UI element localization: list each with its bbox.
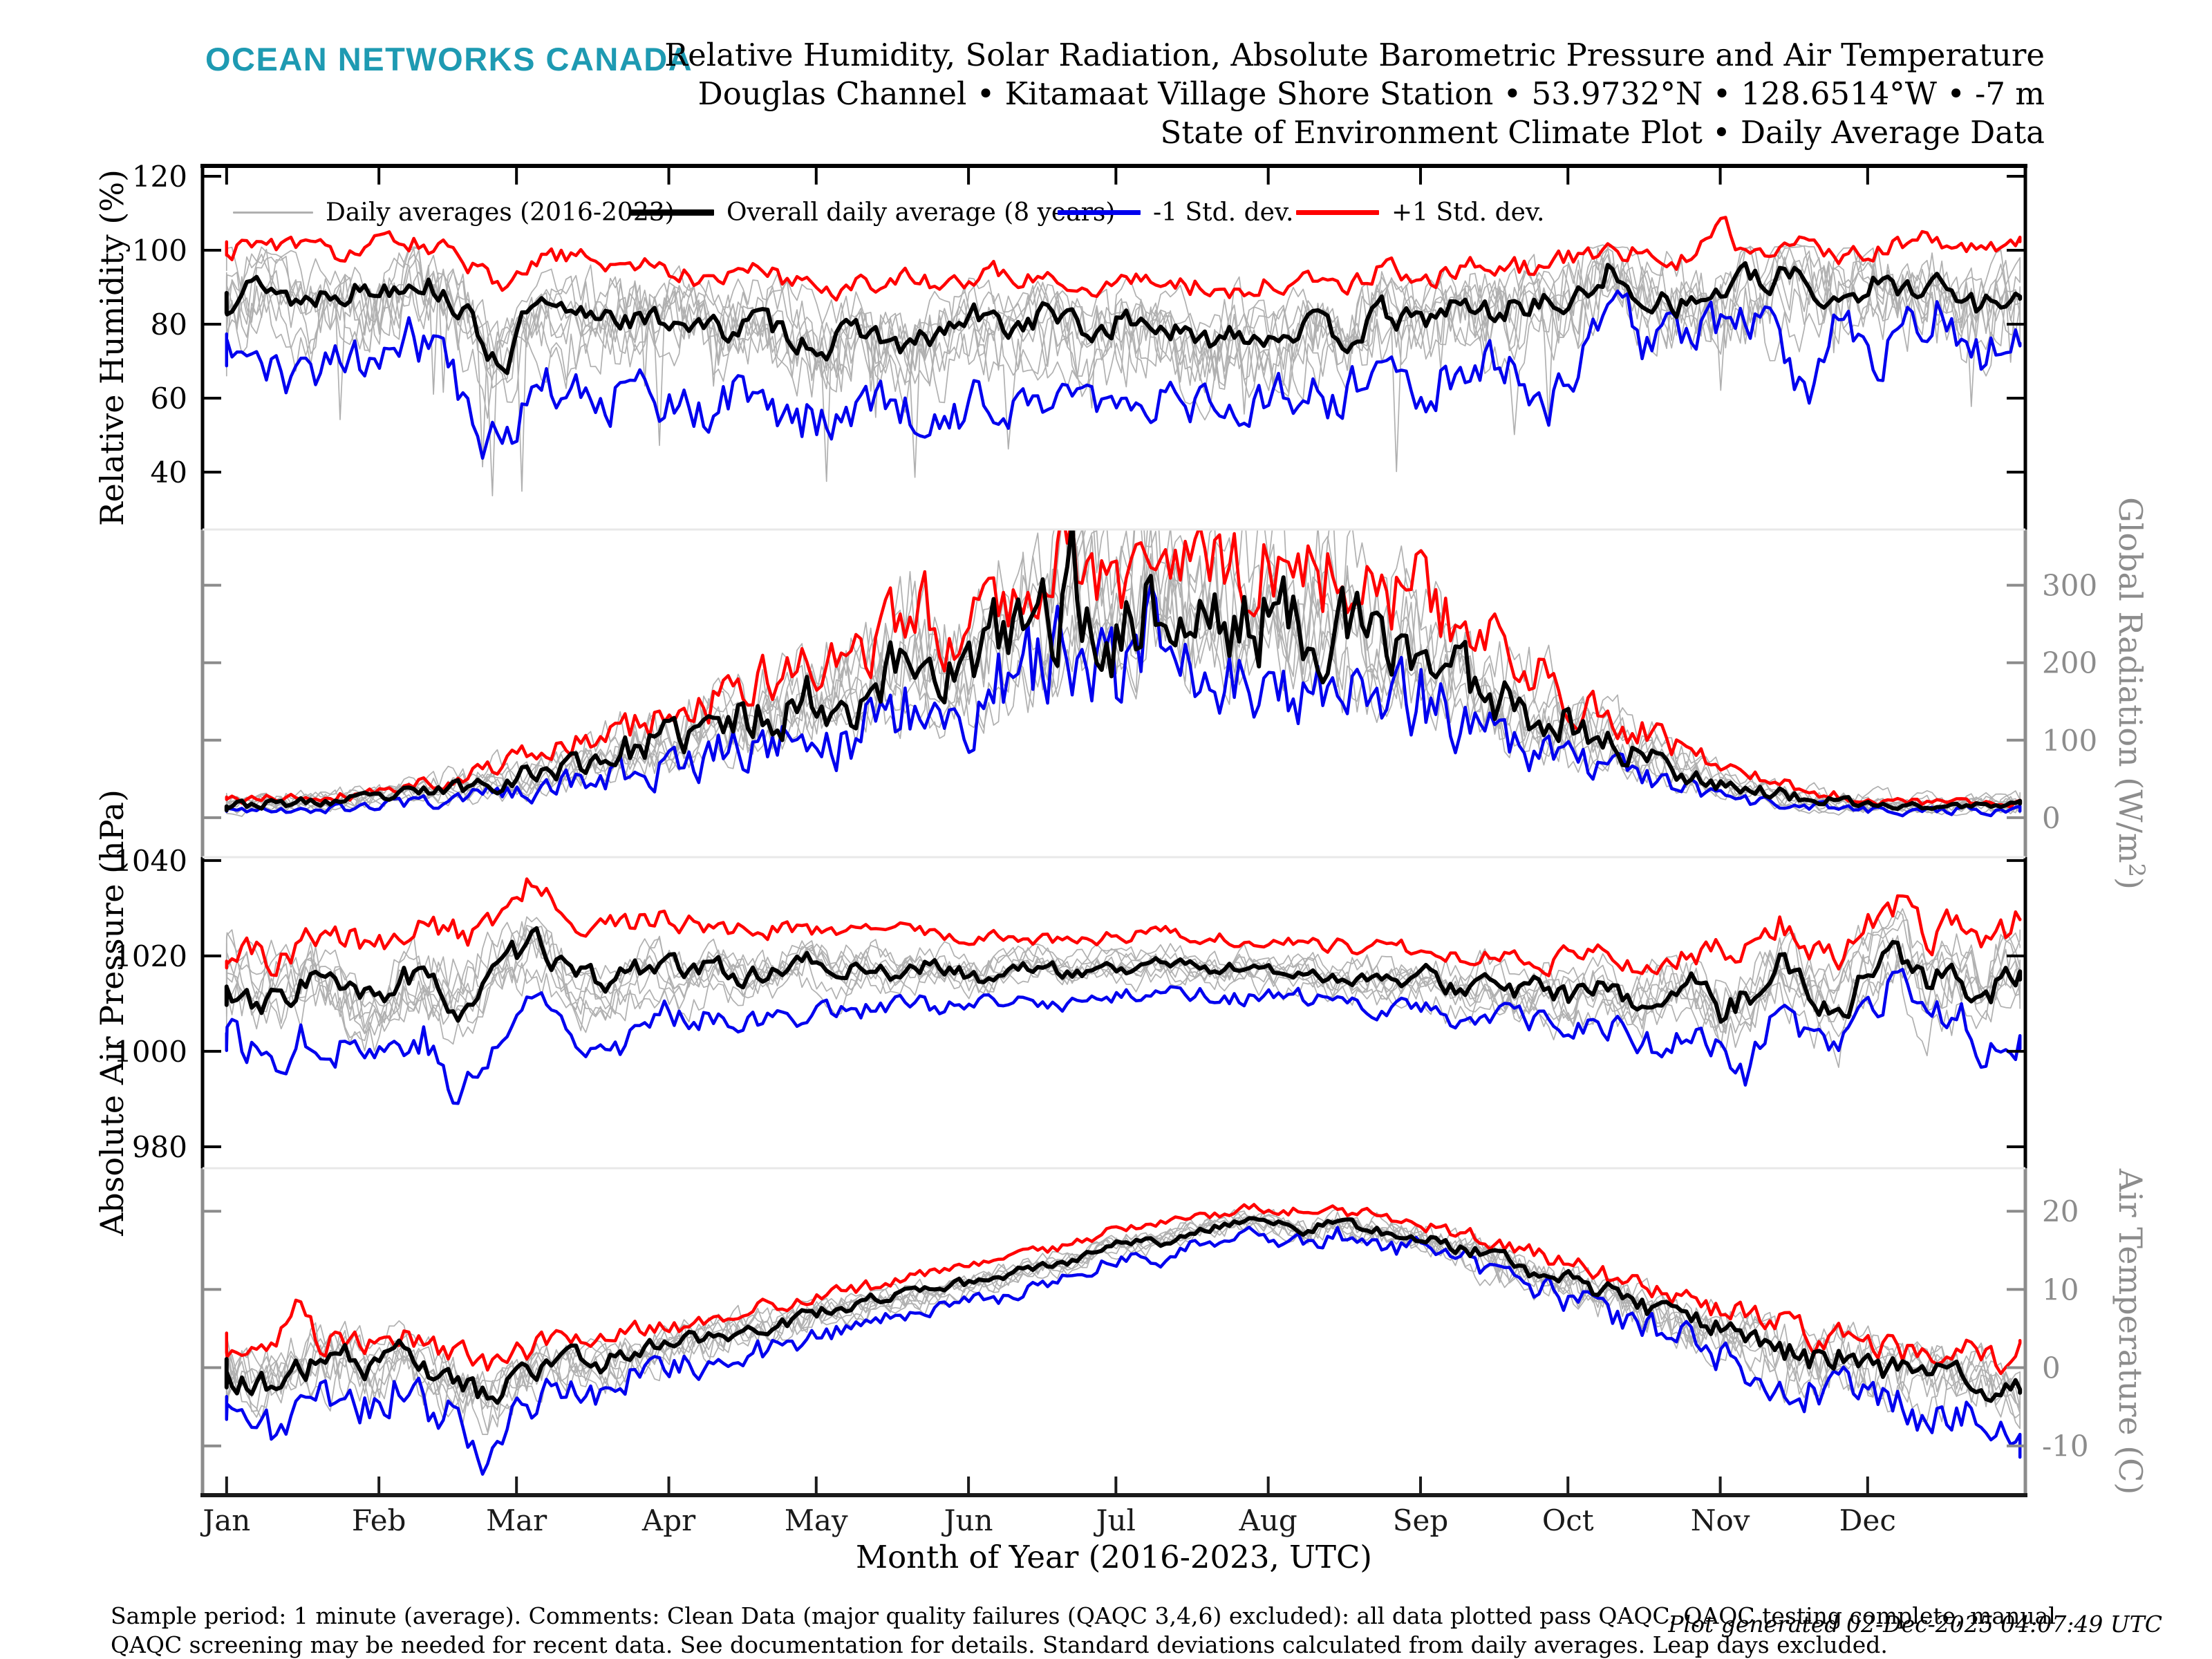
temperature-minus-sd-line xyxy=(225,1226,2022,1476)
plot-title-line-3: State of Environment Climate Plot • Dail… xyxy=(1160,114,2045,151)
humidity-ytick-label: 120 xyxy=(132,160,187,194)
humidity-ytick-label: 40 xyxy=(151,456,187,489)
radiation-ytick-label: 100 xyxy=(2042,724,2097,758)
month-label-jan: Jan xyxy=(200,1503,250,1537)
temperature-daily-year2022-line xyxy=(225,1211,2021,1433)
pressure-ytick-label: 980 xyxy=(132,1130,187,1164)
humidity-mean-line xyxy=(224,261,2023,375)
legend-label: +1 Std. dev. xyxy=(1391,198,1545,227)
month-label-sep: Sep xyxy=(1393,1503,1449,1537)
blue-line-sample xyxy=(1058,209,1141,215)
pressure-mean-line xyxy=(224,926,2023,1024)
radiation-mean-line xyxy=(224,529,2023,813)
radiation-panel xyxy=(224,529,2023,818)
legend-label: Daily averages (2016-2023) xyxy=(326,198,675,227)
legend-item-overall-average: Overall daily average (8 years) xyxy=(630,198,1116,227)
month-label-dec: Dec xyxy=(1839,1503,1896,1537)
legend-item-minus-std: -1 Std. dev. xyxy=(1058,198,1294,227)
month-label-apr: Apr xyxy=(641,1503,696,1537)
x-axis-label: Month of Year (2016-2023, UTC) xyxy=(856,1539,1372,1575)
legend-label: -1 Std. dev. xyxy=(1153,198,1294,227)
radiation-plus-sd-line xyxy=(225,529,2022,809)
pressure-ytick-label: 1040 xyxy=(113,844,187,878)
pressure-daily-year2021-line xyxy=(225,908,2021,1045)
gray-line-sample xyxy=(233,211,313,214)
month-label-oct: Oct xyxy=(1542,1503,1594,1537)
legend-item-plus-std: +1 Std. dev. xyxy=(1296,198,1545,227)
month-label-may: May xyxy=(785,1503,848,1537)
radiation-daily-year2018-line xyxy=(225,529,2021,814)
month-label-mar: Mar xyxy=(486,1503,547,1537)
pressure-plus-sd-line xyxy=(225,877,2022,977)
footer-comments-line-1: Sample period: 1 minute (average). Comme… xyxy=(111,1602,2056,1629)
temperature-mean-line xyxy=(224,1216,2023,1405)
plot-title: Relative Humidity, Solar Radiation, Abso… xyxy=(664,36,2045,152)
month-label-jul: Jul xyxy=(1094,1503,1136,1537)
onc-logo: OCEAN NETWORKS CANADA xyxy=(205,41,693,77)
black-line-sample xyxy=(630,209,714,216)
plot-title-line-2: Douglas Channel • Kitamaat Village Shore… xyxy=(697,75,2045,112)
pressure-minus-sd-line xyxy=(225,968,2022,1105)
month-label-aug: Aug xyxy=(1239,1503,1297,1537)
humidity-panel xyxy=(224,216,2023,497)
humidity-daily-year2020-line xyxy=(225,247,2021,397)
month-label-feb: Feb xyxy=(352,1503,406,1537)
temperature-ytick-label: 10 xyxy=(2042,1273,2079,1306)
month-label-nov: Nov xyxy=(1691,1503,1750,1537)
footer-comments-line-2: QAQC screening may be needed for recent … xyxy=(111,1631,1888,1658)
humidity-plus-sd-line xyxy=(225,216,2022,302)
red-line-sample xyxy=(1296,209,1379,215)
radiation-axis-label: Global Radiation (W/m2) xyxy=(2112,497,2150,890)
legend-label: Overall daily average (8 years) xyxy=(727,198,1116,227)
temperature-ytick-label: 0 xyxy=(2042,1351,2061,1385)
humidity-ytick-label: 100 xyxy=(132,234,187,268)
radiation-daily-year2021-line xyxy=(225,529,2021,814)
temperature-daily-year2021-line xyxy=(225,1212,2021,1430)
pressure-panel xyxy=(224,877,2023,1105)
humidity-minus-sd-line xyxy=(225,289,2022,460)
radiation-ytick-label: 200 xyxy=(2042,646,2097,680)
radiation-ytick-label: 0 xyxy=(2042,801,2061,835)
radiation-daily-year2022-line xyxy=(225,529,2021,816)
temperature-ytick-label: -10 xyxy=(2042,1430,2089,1463)
temperature-ytick-label: 20 xyxy=(2042,1194,2079,1228)
radiation-daily-year2020-line xyxy=(225,529,2021,816)
humidity-axis-label: Relative Humidity (%) xyxy=(93,169,131,526)
temperature-panel xyxy=(224,1203,2023,1476)
legend-item-daily-averages: Daily averages (2016-2023) xyxy=(233,198,675,227)
plot-title-line-1: Relative Humidity, Solar Radiation, Abso… xyxy=(664,37,2045,73)
temperature-plus-sd-line xyxy=(225,1203,2022,1376)
temperature-axis-label: Air Temperature (C) xyxy=(2112,1168,2149,1495)
pressure-axis-label: Absolute Air Pressure (hPa) xyxy=(93,789,131,1237)
plot-generated-timestamp: Plot generated 02-Dec-2025 04:07:49 UTC xyxy=(1668,1611,2162,1638)
pressure-ytick-label: 1000 xyxy=(113,1035,187,1069)
humidity-ytick-label: 80 xyxy=(151,308,187,341)
humidity-ytick-label: 60 xyxy=(151,382,187,415)
pressure-ytick-label: 1020 xyxy=(113,939,187,973)
radiation-ytick-label: 300 xyxy=(2042,569,2097,603)
month-label-jun: Jun xyxy=(941,1503,993,1537)
